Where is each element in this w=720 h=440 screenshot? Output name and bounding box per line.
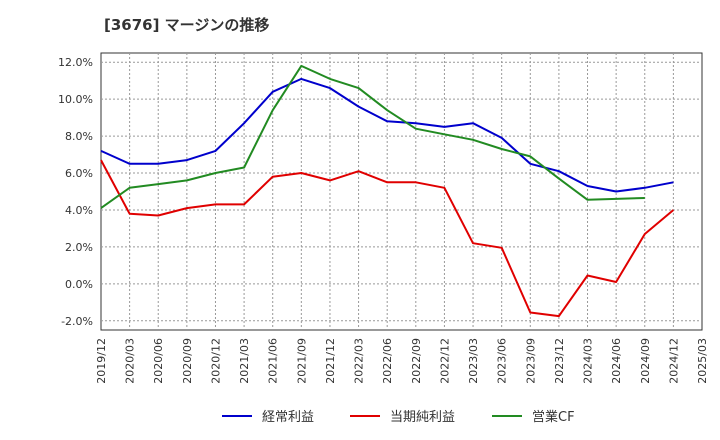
y-tick-label: 0.0% — [65, 278, 93, 291]
x-tick-label: 2022/03 — [353, 338, 366, 384]
x-tick-label: 2023/06 — [496, 338, 509, 384]
x-tick-label: 2022/09 — [410, 338, 423, 384]
x-tick-label: 2019/12 — [95, 338, 108, 384]
y-tick-label: 10.0% — [58, 93, 93, 106]
x-tick-label: 2025/03 — [696, 338, 709, 384]
x-tick-label: 2021/12 — [324, 338, 337, 384]
x-tick-label: 2023/03 — [467, 338, 480, 384]
x-tick-label: 2021/03 — [238, 338, 251, 384]
legend-label: 営業CF — [532, 409, 575, 425]
y-tick-label: 8.0% — [65, 130, 93, 143]
y-tick-label: 6.0% — [65, 167, 93, 180]
legend-label: 当期純利益 — [390, 410, 455, 425]
x-tick-label: 2024/06 — [610, 338, 623, 384]
series-line-営業CF — [100, 64, 645, 209]
x-tick-label: 2021/09 — [295, 338, 308, 384]
y-tick-label: -2.0% — [61, 315, 93, 328]
x-tick-label: 2022/06 — [381, 338, 394, 384]
legend-label: 経常利益 — [262, 410, 314, 425]
x-tick-label: 2024/09 — [639, 338, 652, 384]
x-tick-label: 2022/12 — [438, 338, 451, 384]
x-tick-label: 2020/03 — [124, 338, 137, 384]
y-tick-label: 4.0% — [65, 204, 93, 217]
series-line-経常利益 — [100, 77, 674, 193]
series-line-当期純利益 — [100, 159, 675, 318]
x-tick-label: 2024/03 — [582, 338, 595, 384]
x-tick-label: 2023/12 — [553, 338, 566, 384]
x-tick-label: 2020/06 — [152, 338, 165, 384]
x-tick-label: 2020/09 — [181, 338, 194, 384]
x-tick-label: 2021/06 — [267, 338, 280, 384]
y-tick-label: 12.0% — [58, 56, 93, 69]
x-tick-label: 2020/12 — [209, 338, 222, 384]
chart-title: [3676] マージンの推移 — [104, 16, 270, 34]
y-tick-label: 2.0% — [65, 241, 93, 254]
x-tick-label: 2024/12 — [667, 338, 680, 384]
x-tick-label: 2023/09 — [524, 338, 537, 384]
